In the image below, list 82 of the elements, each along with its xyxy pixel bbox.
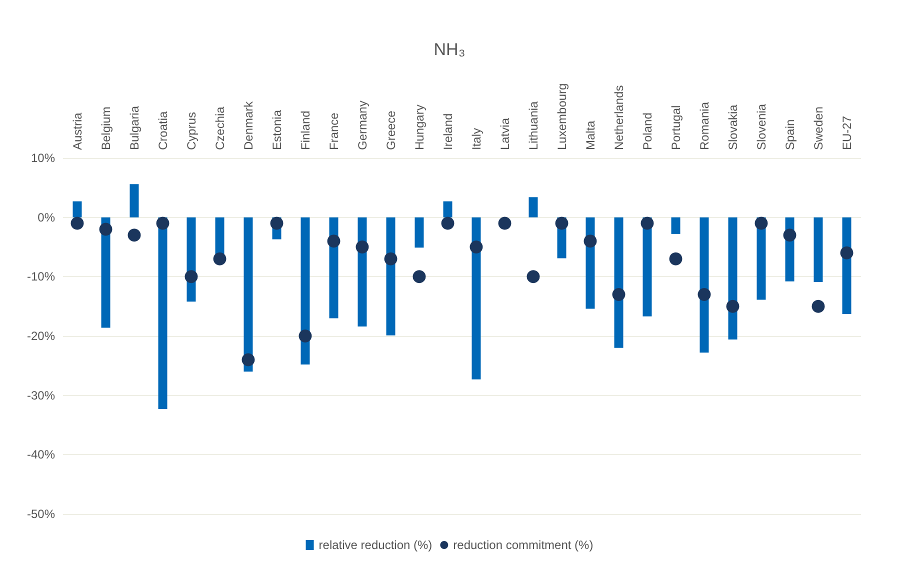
y-tick-label: -30% bbox=[26, 388, 56, 402]
point bbox=[726, 300, 740, 313]
bar bbox=[130, 184, 139, 218]
point bbox=[669, 252, 682, 266]
point bbox=[184, 270, 198, 284]
bar bbox=[244, 217, 253, 372]
y-tick-label: -40% bbox=[26, 448, 56, 462]
bar bbox=[443, 201, 452, 218]
bar bbox=[671, 217, 680, 234]
point bbox=[754, 216, 768, 230]
bar bbox=[386, 217, 396, 336]
point bbox=[498, 216, 512, 230]
x-tick-label: Romania bbox=[697, 102, 712, 150]
bar bbox=[614, 217, 624, 348]
x-tick-label: Estonia bbox=[270, 110, 284, 150]
x-tick-label: Cyprus bbox=[184, 112, 198, 150]
point bbox=[783, 228, 796, 242]
x-tick-label: Ireland bbox=[440, 113, 455, 150]
bar bbox=[300, 217, 310, 364]
bar bbox=[72, 201, 82, 218]
point bbox=[840, 246, 854, 260]
point bbox=[128, 228, 141, 242]
point bbox=[242, 353, 255, 366]
x-tick-label: Bulgaria bbox=[127, 106, 142, 150]
y-tick-label: -20% bbox=[26, 329, 56, 343]
x-tick-label: Netherlands bbox=[612, 85, 626, 150]
point bbox=[70, 216, 84, 230]
legend-label: relative reduction (%) bbox=[318, 538, 432, 552]
x-tick-label: Hungary bbox=[412, 104, 426, 150]
point bbox=[812, 300, 825, 313]
y-tick-label: -50% bbox=[26, 507, 56, 521]
bar bbox=[814, 217, 823, 282]
x-tick-label: Portugal bbox=[668, 105, 683, 150]
x-tick-label: Slovakia bbox=[726, 104, 740, 150]
x-tick-label: Latvia bbox=[498, 118, 512, 150]
point bbox=[555, 216, 568, 230]
x-tick-label: Austria bbox=[70, 112, 84, 150]
point bbox=[526, 270, 540, 284]
x-tick-label: Denmark bbox=[241, 100, 256, 150]
x-tick-label: Italy bbox=[469, 128, 484, 150]
x-tick-label: France bbox=[326, 112, 341, 150]
bar bbox=[700, 217, 709, 353]
point bbox=[384, 252, 398, 266]
x-tick-label: Lithuania bbox=[526, 100, 540, 150]
bar bbox=[472, 217, 481, 380]
x-tick-label: Germany bbox=[355, 100, 370, 150]
point bbox=[270, 216, 284, 230]
x-tick-label: Malta bbox=[583, 120, 598, 150]
point bbox=[612, 288, 626, 301]
point bbox=[441, 216, 454, 230]
point bbox=[356, 240, 369, 254]
x-tick-label: Sweden bbox=[811, 106, 826, 150]
bar bbox=[414, 217, 424, 248]
point bbox=[470, 240, 483, 254]
point bbox=[99, 222, 112, 236]
point bbox=[156, 216, 170, 230]
x-tick-label: Czechia bbox=[212, 106, 227, 150]
point bbox=[298, 330, 312, 342]
x-tick-label: Greece bbox=[384, 110, 398, 150]
bar bbox=[158, 217, 168, 409]
x-tick-label: Slovenia bbox=[754, 104, 768, 150]
bar bbox=[728, 217, 738, 340]
y-tick-label: 0% bbox=[38, 210, 56, 224]
x-tick-label: Spain bbox=[782, 119, 797, 150]
point bbox=[698, 288, 711, 301]
chart-title: NH₃ bbox=[434, 40, 466, 59]
point bbox=[213, 252, 226, 266]
y-tick-label: 10% bbox=[30, 151, 56, 165]
x-tick-label: EU-27 bbox=[840, 116, 854, 150]
point bbox=[640, 216, 654, 230]
x-tick-label: Finland bbox=[298, 110, 312, 150]
point bbox=[327, 234, 340, 248]
x-tick-label: Luxembourg bbox=[554, 83, 569, 150]
x-tick-label: Poland bbox=[640, 112, 654, 150]
bar bbox=[528, 197, 538, 218]
point bbox=[412, 270, 426, 284]
point bbox=[584, 234, 597, 248]
bar bbox=[215, 217, 224, 254]
legend-label: reduction commitment (%) bbox=[453, 538, 594, 552]
y-tick-label: -10% bbox=[26, 270, 56, 284]
x-tick-label: Belgium bbox=[98, 106, 113, 150]
x-tick-label: Croatia bbox=[156, 110, 170, 150]
